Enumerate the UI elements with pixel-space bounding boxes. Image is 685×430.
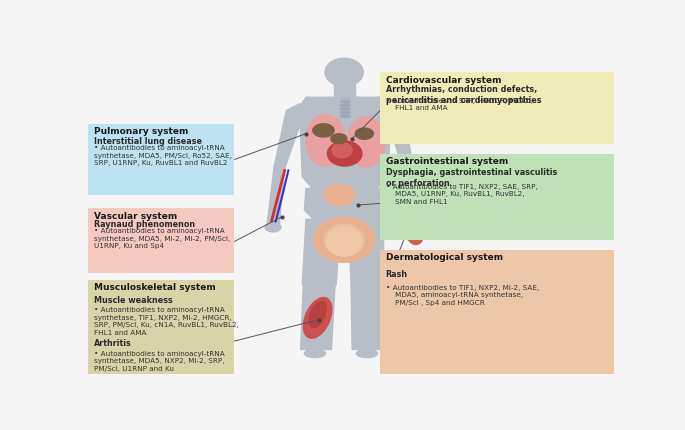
Text: Dysphagia, gastrointestinal vasculitis
or perforation: Dysphagia, gastrointestinal vasculitis o… (386, 168, 557, 188)
Text: Muscle weakness: Muscle weakness (94, 295, 173, 304)
Polygon shape (301, 285, 335, 350)
Text: • Autoantibodies to TIF1, NXP2, Mi-2, SAE,
    MDA5, aminoacyl-tRNA synthetase,
: • Autoantibodies to TIF1, NXP2, Mi-2, SA… (386, 284, 539, 305)
Ellipse shape (309, 302, 326, 328)
FancyBboxPatch shape (88, 209, 234, 273)
Text: Raynaud phenomenon: Raynaud phenomenon (94, 220, 195, 229)
Text: Arrhythmias, conduction defects,
pericarditis and cardiomyopathies: Arrhythmias, conduction defects, pericar… (386, 85, 541, 105)
Text: Pulmonary system: Pulmonary system (94, 127, 188, 136)
Circle shape (331, 134, 347, 144)
Circle shape (313, 124, 334, 138)
Ellipse shape (406, 224, 424, 243)
Polygon shape (302, 220, 340, 285)
Text: • Autoantibodies to aminoacyl-tRNA
synthetase, MDA5, Mi-2, Mi-2, PM/Scl,
U1RNP, : • Autoantibodies to aminoacyl-tRNA synth… (94, 227, 230, 249)
Ellipse shape (347, 118, 385, 167)
Polygon shape (383, 104, 414, 169)
Text: Dermatological system: Dermatological system (386, 253, 503, 262)
FancyBboxPatch shape (88, 280, 234, 375)
Ellipse shape (303, 298, 332, 338)
Polygon shape (274, 104, 306, 169)
Ellipse shape (356, 350, 377, 358)
Ellipse shape (314, 218, 375, 263)
Ellipse shape (326, 227, 362, 257)
FancyBboxPatch shape (88, 124, 234, 196)
Text: • Autoantibodies to aminoacyl-tRNA
synthetase, MDA5, PM/Scl, Ro52, SAE,
SRP, U1R: • Autoantibodies to aminoacyl-tRNA synth… (94, 145, 232, 166)
Ellipse shape (340, 116, 350, 118)
FancyBboxPatch shape (380, 154, 614, 240)
Polygon shape (403, 167, 417, 224)
Text: Musculoskeletal system: Musculoskeletal system (94, 283, 215, 292)
Text: Cardiovascular system: Cardiovascular system (386, 76, 501, 85)
FancyBboxPatch shape (380, 73, 614, 144)
Ellipse shape (340, 108, 350, 111)
Ellipse shape (340, 105, 350, 107)
Text: Rash: Rash (386, 269, 408, 278)
Polygon shape (267, 167, 285, 224)
Text: • Autoantibodies to aminoacyl-tRNA
synthetase, TIF1, NXP2, Mi-2, HMGCR,
SRP, PM/: • Autoantibodies to aminoacyl-tRNA synth… (94, 306, 238, 335)
Ellipse shape (324, 185, 355, 206)
FancyBboxPatch shape (380, 250, 614, 375)
Ellipse shape (340, 101, 350, 103)
Polygon shape (351, 285, 383, 350)
Ellipse shape (332, 144, 352, 158)
FancyBboxPatch shape (341, 98, 349, 118)
Ellipse shape (403, 223, 419, 232)
Ellipse shape (304, 350, 325, 358)
FancyBboxPatch shape (334, 77, 356, 96)
Ellipse shape (306, 115, 345, 167)
Ellipse shape (325, 59, 363, 87)
Ellipse shape (324, 224, 364, 256)
Circle shape (356, 129, 373, 140)
Polygon shape (349, 220, 384, 285)
Text: • Autoantibodies to TIF1, NXP2, SAE, SRP,
    MDA5, U1RNP, Ku, RuvBL1, RuvBL2,
 : • Autoantibodies to TIF1, NXP2, SAE, SRP… (386, 183, 537, 204)
Polygon shape (299, 98, 391, 190)
Text: Vascular system: Vascular system (94, 212, 177, 221)
Ellipse shape (265, 223, 281, 232)
Ellipse shape (340, 112, 350, 114)
Polygon shape (304, 189, 389, 221)
Text: Gastrointestinal system: Gastrointestinal system (386, 157, 508, 166)
Text: • Autoantibodies to aminoacyl-tRNA
synthetase, MDA5, NXP2, Mi-2, SRP,
PM/Scl, U1: • Autoantibodies to aminoacyl-tRNA synth… (94, 350, 225, 371)
Ellipse shape (409, 232, 423, 245)
Ellipse shape (327, 142, 362, 167)
Text: Arthritis: Arthritis (94, 338, 132, 347)
Text: Interstitial lung disease: Interstitial lung disease (94, 136, 201, 145)
Text: • Autoantibodies to SRP, HMGCR, MDA5,
    FHL1 and AMA: • Autoantibodies to SRP, HMGCR, MDA5, FH… (386, 98, 532, 111)
